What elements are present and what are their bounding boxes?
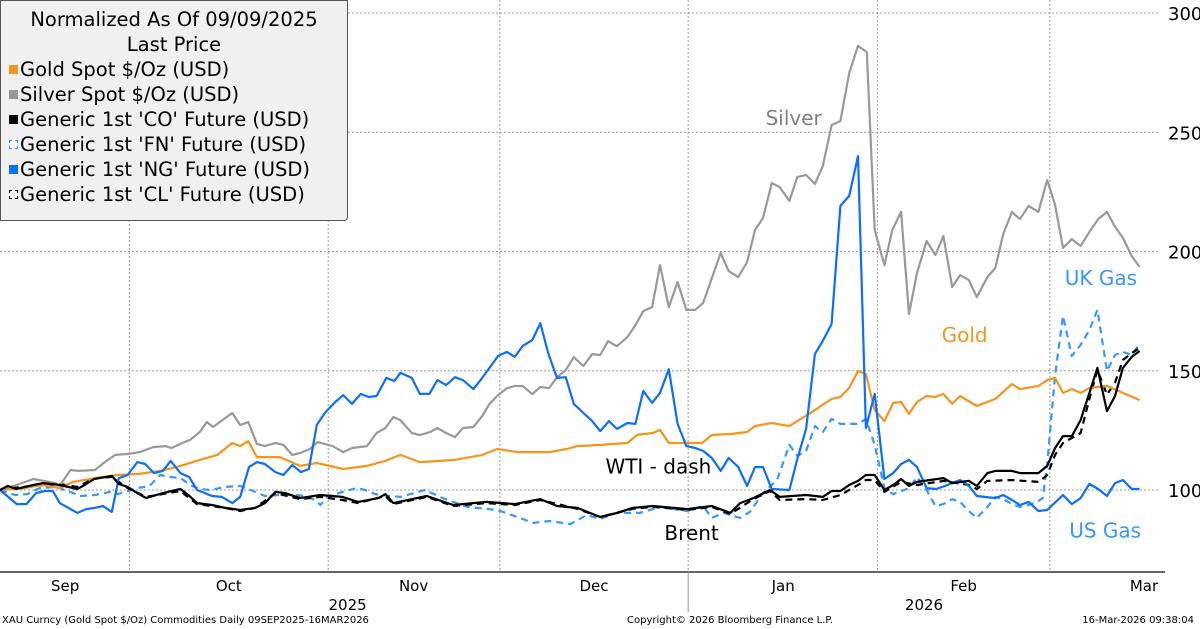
legend-marker-icon [9,90,18,99]
legend-item: Generic 1st 'CL' Future (USD) [1,182,347,207]
annotation-label: UK Gas [1065,266,1137,290]
y-tick-label: 100 [1168,481,1200,502]
x-tick-label: Jan [771,577,795,595]
legend-marker-icon [9,115,18,124]
legend-title: Normalized As Of 09/09/2025 [30,8,318,31]
legend-marker-icon [9,65,18,74]
legend-item: Silver Spot $/Oz (USD) [1,82,347,107]
annotation-label: Gold [942,323,988,347]
series-line-cl [0,346,1141,519]
legend-item-label: Silver Spot $/Oz (USD) [20,83,240,106]
annotation-label: WTI - dash [605,454,711,478]
year-label: 2026 [905,596,943,614]
x-tick-label: Dec [579,577,608,595]
footer-copyright: Copyright© 2026 Bloomberg Finance L.P. [627,615,834,626]
legend-marker-icon [9,190,18,199]
axes: 100 150 200 250 300 Sep Oct Nov Dec Jan Feb Mar 2025… [0,4,1200,614]
x-tick-label: Nov [399,577,428,595]
legend: Normalized As Of 09/09/2025 Last Price G… [0,0,348,221]
series-line-ng [0,155,1140,514]
annotation-label: Brent [664,521,718,545]
legend-item: Generic 1st 'FN' Future (USD) [1,132,347,157]
legend-item-label: Generic 1st 'CL' Future (USD) [20,183,305,206]
y-tick-label: 200 [1168,243,1200,264]
legend-item-label: Generic 1st 'FN' Future (USD) [20,133,307,156]
legend-item-label: Gold Spot $/Oz (USD) [20,58,230,81]
year-label: 2025 [329,596,367,614]
series-line-co [0,350,1141,519]
legend-marker-icon [9,140,18,149]
footer-source: XAU Curncy (Gold Spot $/Oz) Commodities … [2,615,369,626]
annotation-label: Silver [766,106,823,130]
series-lines [0,44,1141,526]
annotation-label: US Gas [1069,519,1141,543]
y-tick-label: 150 [1168,362,1200,383]
legend-item: Generic 1st 'NG' Future (USD) [1,157,347,182]
y-tick-label: 250 [1168,123,1200,144]
legend-item-label: Generic 1st 'CO' Future (USD) [20,108,310,131]
x-tick-label: Oct [216,577,242,595]
series-line-gold [0,369,1141,492]
series-line-silver [0,44,1141,492]
legend-subtitle: Last Price [126,33,222,56]
x-tick-label: Mar [1130,577,1159,595]
legend-item-label: Generic 1st 'NG' Future (USD) [20,158,311,181]
legend-item: Gold Spot $/Oz (USD) [1,57,347,82]
y-tick-label: 300 [1168,4,1200,25]
annotations: Silver UK Gas Gold WTI - dash Brent US Gas [605,106,1141,545]
x-tick-label: Feb [950,577,977,595]
legend-item: Generic 1st 'CO' Future (USD) [1,107,347,132]
legend-marker-icon [9,165,18,174]
x-tick-label: Sep [51,577,79,595]
footer-timestamp: 16-Mar-2026 09:38:04 [1082,615,1194,626]
series-line-fn [0,308,1141,526]
